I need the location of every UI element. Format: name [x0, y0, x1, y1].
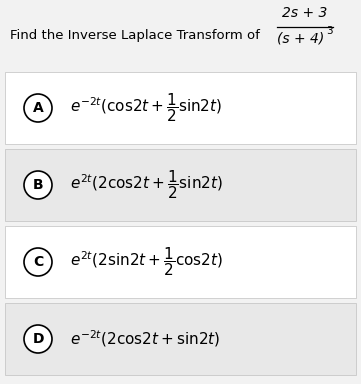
FancyBboxPatch shape [5, 149, 356, 221]
Circle shape [24, 94, 52, 122]
Circle shape [24, 171, 52, 199]
Text: 2s + 3: 2s + 3 [282, 6, 328, 20]
Text: $e^{2t}(2\mathrm{cos}2t+\dfrac{1}{2}\mathrm{sin}2t)$: $e^{2t}(2\mathrm{cos}2t+\dfrac{1}{2}\mat… [70, 169, 223, 201]
Circle shape [24, 248, 52, 276]
Text: $e^{-2t}(2\mathrm{cos}2t+\mathrm{sin}2t)$: $e^{-2t}(2\mathrm{cos}2t+\mathrm{sin}2t)… [70, 329, 220, 349]
Text: C: C [33, 255, 43, 269]
Text: B: B [33, 178, 43, 192]
Text: $e^{2t}(2\mathrm{sin}2t+\dfrac{1}{2}\mathrm{cos}2t)$: $e^{2t}(2\mathrm{sin}2t+\dfrac{1}{2}\mat… [70, 246, 223, 278]
FancyBboxPatch shape [5, 226, 356, 298]
Text: 3: 3 [326, 26, 332, 36]
Text: D: D [32, 332, 44, 346]
Text: (s + 4): (s + 4) [277, 31, 325, 45]
FancyBboxPatch shape [5, 303, 356, 375]
Text: Find the Inverse Laplace Transform of: Find the Inverse Laplace Transform of [10, 28, 260, 41]
Text: $e^{-2t}(\mathrm{cos}2t+\dfrac{1}{2}\mathrm{sin}2t)$: $e^{-2t}(\mathrm{cos}2t+\dfrac{1}{2}\mat… [70, 92, 222, 124]
Text: A: A [32, 101, 43, 115]
FancyBboxPatch shape [5, 72, 356, 144]
Circle shape [24, 325, 52, 353]
